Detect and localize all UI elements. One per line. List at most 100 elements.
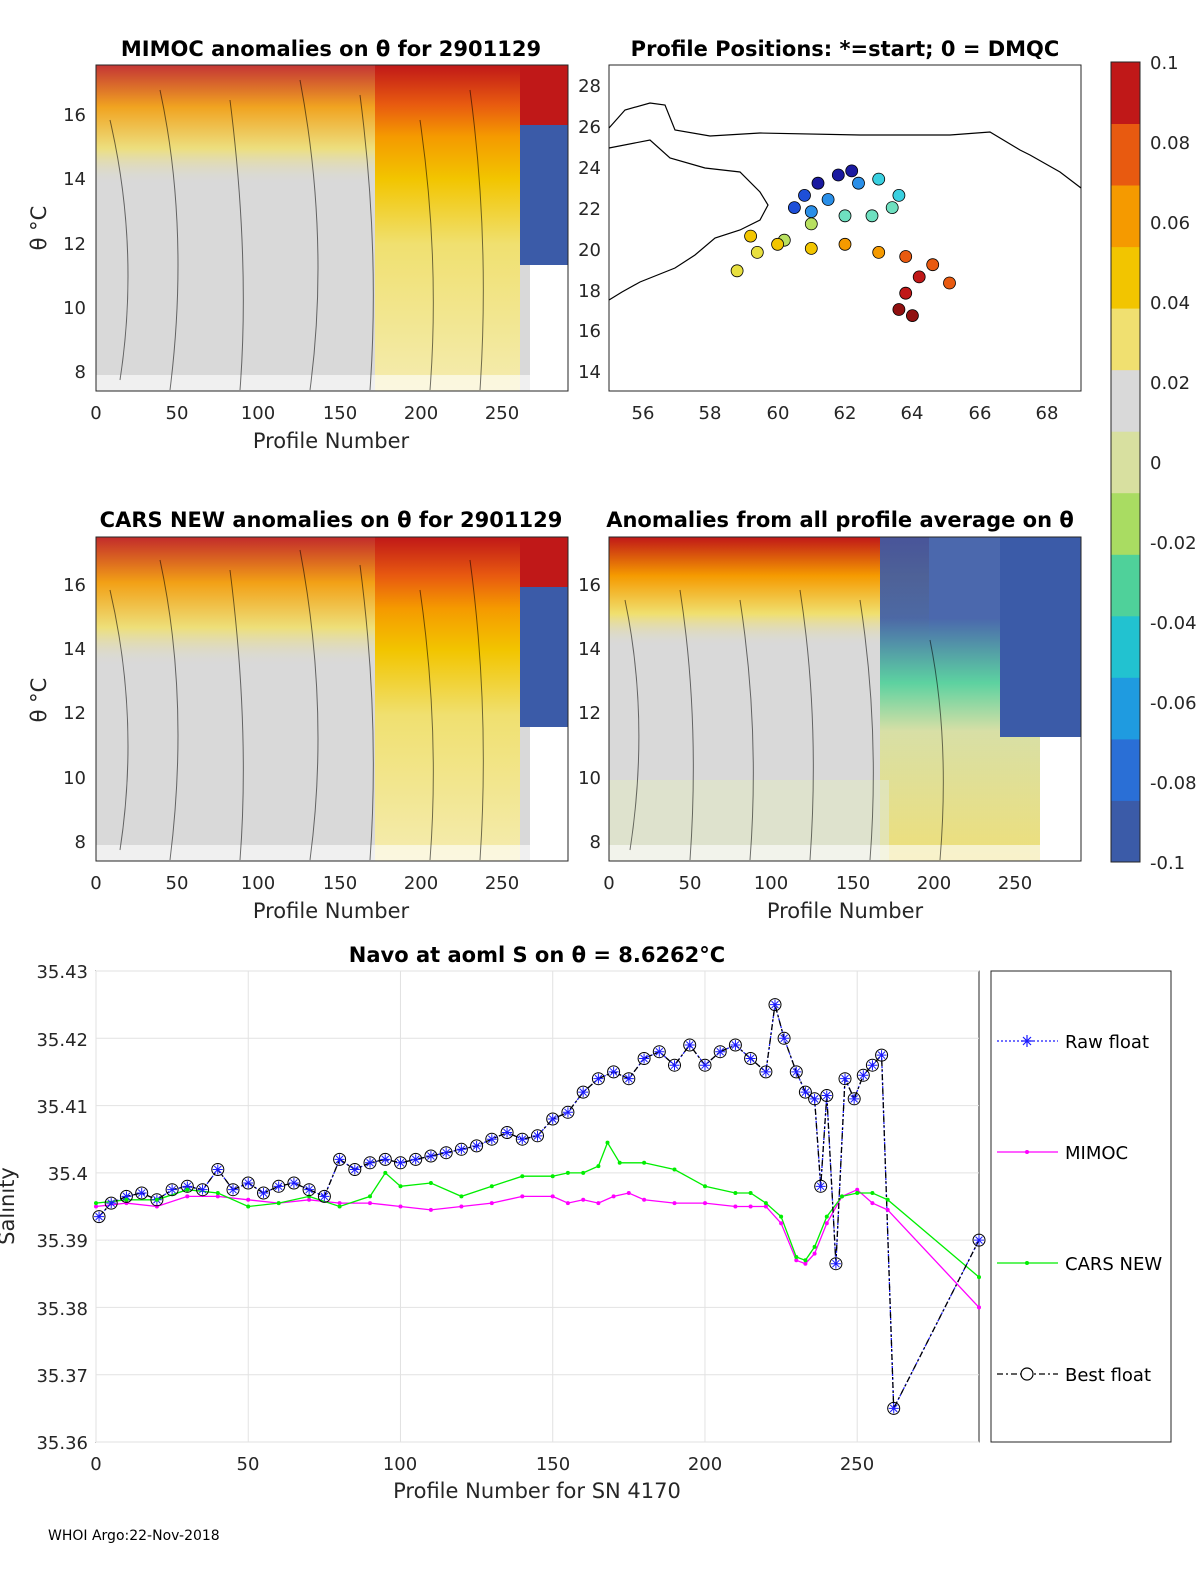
svg-text:Best float: Best float xyxy=(1065,1365,1151,1386)
salinity-series xyxy=(92,998,986,1415)
best-float-point xyxy=(759,1065,773,1079)
best-float-point xyxy=(302,1183,316,1197)
raw-float-point xyxy=(639,1053,650,1064)
series-point xyxy=(565,1170,570,1175)
colorbar-gradient xyxy=(1111,62,1140,863)
series-point xyxy=(428,1207,433,1212)
track-point xyxy=(872,245,886,259)
x-tick-label: 250 xyxy=(485,403,519,424)
series-point xyxy=(246,1197,251,1202)
raw-float-point xyxy=(349,1164,360,1175)
best-float-point xyxy=(317,1189,331,1203)
best-float-point xyxy=(744,1052,758,1065)
series-point xyxy=(733,1191,738,1195)
track-point xyxy=(892,188,906,202)
best-float-point xyxy=(838,1072,852,1086)
series-point xyxy=(596,1164,601,1169)
raw-float-point xyxy=(562,1107,573,1118)
cars-title: CARS NEW anomalies on θ for 2901129 xyxy=(100,508,563,532)
series-point xyxy=(779,1214,784,1219)
colorbar-segment xyxy=(1111,185,1140,248)
colorbar-segment xyxy=(1111,62,1140,124)
series-point xyxy=(94,1204,98,1209)
series-point xyxy=(124,1197,129,1202)
raw-float-point xyxy=(288,1177,299,1188)
track-point xyxy=(821,193,835,206)
series-point xyxy=(672,1167,677,1172)
y-tick-label: 16 xyxy=(578,575,601,596)
x-tick-label: 200 xyxy=(917,873,951,894)
series-point xyxy=(246,1204,251,1209)
series-point xyxy=(812,1244,817,1249)
series-point xyxy=(520,1194,525,1199)
raw-float-point xyxy=(365,1157,376,1168)
track-point xyxy=(852,176,865,190)
colorbar-tick-label: 0.06 xyxy=(1150,213,1190,234)
y-tick-label: 24 xyxy=(578,158,601,179)
series-point xyxy=(276,1201,281,1206)
mimoc-axes-box xyxy=(95,64,569,392)
svg-text:MIMOC: MIMOC xyxy=(1065,1143,1128,1164)
raw-float-point xyxy=(517,1134,528,1145)
series-point xyxy=(605,1140,610,1145)
raw-float-point xyxy=(760,1066,771,1077)
salinity-title: Navo at aoml S on θ = 8.6262°C xyxy=(349,943,725,967)
best-float-point xyxy=(777,1031,791,1045)
best-float-point xyxy=(856,1068,870,1082)
series-point xyxy=(459,1204,464,1209)
colorbar-tick-label: -0.08 xyxy=(1150,773,1197,794)
y-tick-label: 14 xyxy=(578,362,601,383)
best-float-point xyxy=(875,1048,889,1062)
raw-float-point xyxy=(815,1181,826,1192)
series-point xyxy=(748,1191,753,1195)
cars-panel: CARS NEW anomalies on θ for 2901129 0 50… xyxy=(27,508,569,923)
series-point xyxy=(337,1204,342,1209)
salinity-panel: Navo at aoml S on θ = 8.6262°C 0 50 100 … xyxy=(0,943,986,1503)
series-point xyxy=(870,1201,875,1206)
track-point xyxy=(892,303,906,316)
colorbar: 0.1 0.08 0.06 0.04 0.02 0 -0.02 -0.04 -0… xyxy=(1110,53,1197,874)
series-point xyxy=(383,1170,388,1175)
best-float-point xyxy=(226,1183,240,1197)
y-tick-label: 16 xyxy=(63,575,86,596)
allavg-title: Anomalies from all profile average on θ xyxy=(606,508,1074,532)
raw-float-point xyxy=(121,1191,132,1202)
raw-float-point xyxy=(888,1403,899,1414)
track-point xyxy=(788,201,801,215)
raw-float-point xyxy=(876,1050,887,1061)
series-point xyxy=(617,1160,622,1165)
series-point xyxy=(794,1258,799,1263)
y-tick-label: 12 xyxy=(63,703,86,724)
best-float-point xyxy=(287,1176,301,1190)
y-tick-label: 10 xyxy=(63,298,86,319)
best-float-point xyxy=(814,1179,828,1193)
raw-float-point xyxy=(593,1073,604,1084)
y-tick-label: 12 xyxy=(63,234,86,255)
x-tick-label: 200 xyxy=(688,1454,722,1475)
best-float-point xyxy=(768,998,782,1012)
series-point xyxy=(703,1184,707,1189)
y-tick-label: 35.38 xyxy=(36,1299,88,1320)
raw-float-point xyxy=(867,1060,878,1071)
raw-float-point xyxy=(840,1073,851,1084)
best-float-point xyxy=(135,1186,149,1200)
colorbar-tick-label: 0.08 xyxy=(1150,133,1190,154)
salinity-xlabel: Profile Number for SN 4170 xyxy=(393,1479,681,1503)
series-point xyxy=(596,1201,601,1206)
x-tick-label: 50 xyxy=(166,873,189,894)
series-point xyxy=(748,1204,753,1209)
x-tick-label: 150 xyxy=(836,873,870,894)
y-tick-label: 35.41 xyxy=(36,1097,88,1118)
legend-best-float: Best float xyxy=(997,1365,1151,1386)
best-float-point xyxy=(409,1152,423,1166)
series-point xyxy=(215,1194,220,1199)
best-float-point xyxy=(150,1193,164,1207)
mimoc-ylabel: θ °C xyxy=(27,206,51,251)
series-point xyxy=(779,1221,784,1226)
legend-mimoc: MIMOC xyxy=(997,1143,1128,1164)
track-point xyxy=(811,176,825,190)
best-float-point xyxy=(713,1045,727,1059)
series-point xyxy=(337,1201,342,1206)
best-float-point xyxy=(104,1196,118,1210)
best-float-point xyxy=(683,1038,697,1052)
